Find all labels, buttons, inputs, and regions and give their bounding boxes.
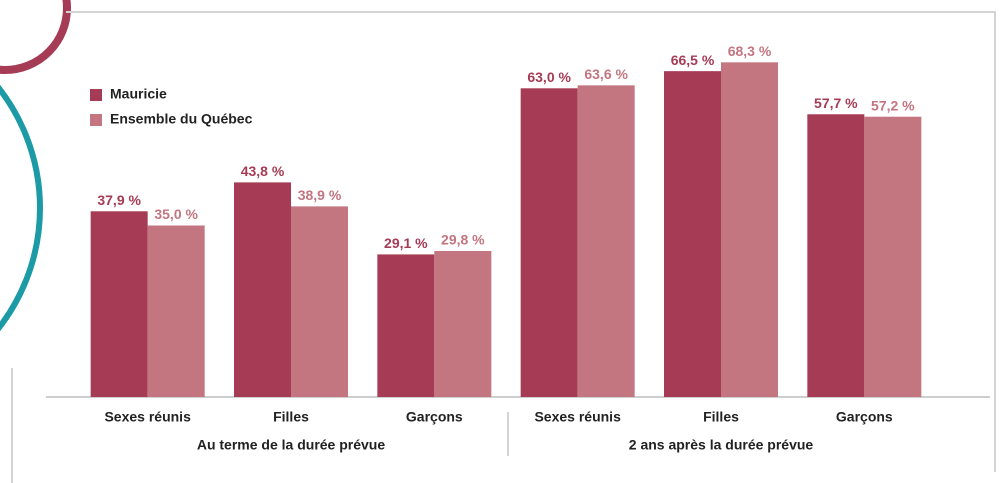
decoration	[0, 0, 71, 332]
bar	[234, 182, 291, 397]
frame	[66, 11, 996, 472]
x-tick-label: Garçons	[836, 409, 893, 425]
bar	[434, 250, 492, 397]
value-label: 35,0 %	[154, 206, 198, 222]
bar	[90, 211, 148, 397]
group-label: Au terme de la durée prévue	[197, 437, 386, 453]
bar	[520, 88, 578, 398]
group-label: 2 ans après la durée prévue	[629, 437, 814, 453]
legend-swatch	[90, 89, 102, 101]
bar	[147, 225, 205, 397]
x-tick-label: Sexes réunis	[104, 409, 191, 425]
bar	[291, 206, 348, 397]
arc-magenta	[0, 0, 71, 74]
value-label: 63,6 %	[584, 66, 628, 82]
arc-teal	[0, 84, 43, 332]
value-label: 68,3 %	[728, 43, 772, 59]
value-label: 66,5 %	[671, 52, 715, 68]
value-label: 57,7 %	[814, 95, 858, 111]
legend-swatch	[90, 114, 102, 126]
x-tick-label: Filles	[703, 409, 739, 425]
bar	[721, 62, 778, 398]
bar	[377, 254, 435, 397]
x-tick-label: Garçons	[406, 409, 463, 425]
x-tick-label: Sexes réunis	[534, 409, 621, 425]
bar	[807, 114, 865, 398]
value-label: 29,1 %	[384, 235, 428, 251]
x-tick-label: Filles	[273, 409, 309, 425]
legend-label: Ensemble du Québec	[110, 111, 253, 127]
value-label: 37,9 %	[97, 192, 141, 208]
value-label: 38,9 %	[298, 187, 342, 203]
value-label: 57,2 %	[871, 97, 915, 113]
value-label: 43,8 %	[241, 163, 285, 179]
legend-label: Mauricie	[110, 86, 167, 102]
bar	[664, 71, 721, 398]
value-label: 63,0 %	[527, 69, 571, 85]
value-label: 29,8 %	[441, 232, 485, 248]
bar	[864, 116, 922, 397]
bar	[577, 85, 635, 398]
